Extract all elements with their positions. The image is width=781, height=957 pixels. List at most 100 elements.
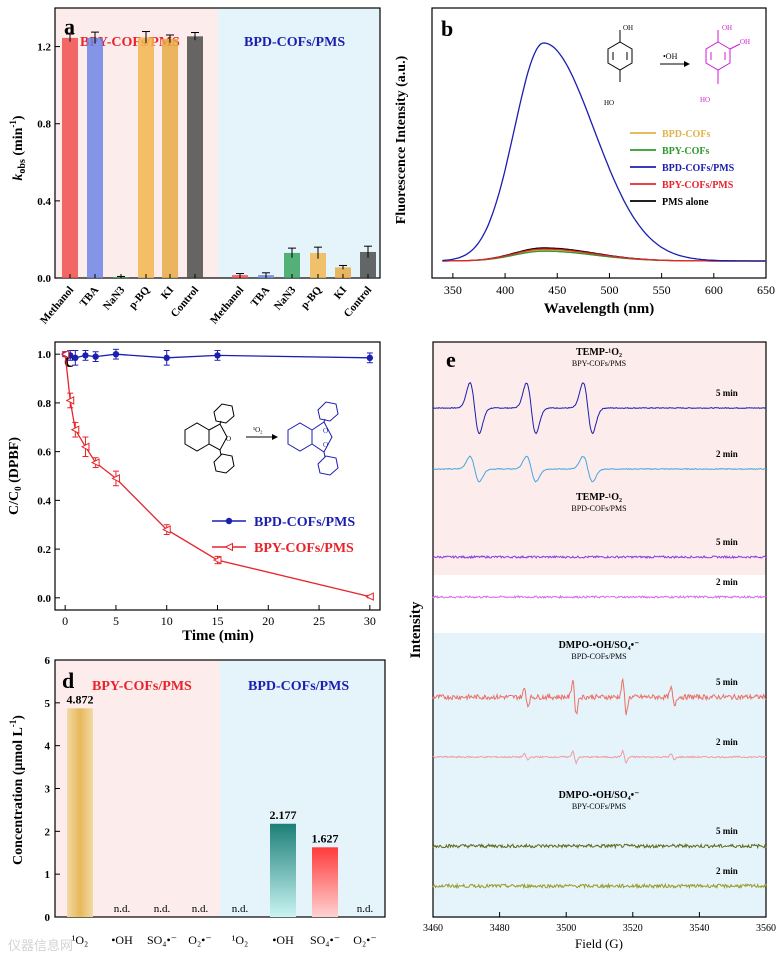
- panel-a-bg-right: [218, 8, 380, 278]
- panel-b-legend-label: BPY-COFs/PMS: [662, 180, 734, 191]
- panel-d-xtick-label: O₂•⁻: [188, 933, 211, 947]
- panel-c-xtick-label: 10: [161, 614, 173, 628]
- panel-d-bar-chart: d BPY-COFs/PMS BPD-COFs/PMS 4.872 n.d. n.d…: [8, 655, 386, 947]
- panel-e-group-subtitle: BPD-COFs/PMS: [571, 504, 626, 513]
- panel-b-series-line: [442, 42, 766, 262]
- endoperoxide-structure: [287, 401, 339, 476]
- panel-e-trace-label: 2 min: [716, 866, 738, 876]
- panel-d-group-title-1: BPY-COFs/PMS: [92, 679, 192, 694]
- panel-c-point: [366, 354, 374, 362]
- panel-c-xtick-label: 25: [313, 614, 325, 628]
- panel-a-xtick-label: TBA: [249, 284, 273, 309]
- panel-c-line-chart: c C/C0 (DPBF) Time (min) 0 5 10 15 20 25 30 0.0…: [7, 341, 381, 644]
- panel-b-series-line: [442, 250, 766, 262]
- panel-d-nd-label: n.d.: [357, 903, 374, 915]
- watermark: 仪器信息网: [8, 938, 73, 953]
- panel-c-axes: 0 5 10 15 20 25 30 0.0 0.2 0.4 0.6 0.8 1.0: [37, 349, 376, 628]
- panel-c-xtick-label: 15: [212, 614, 224, 628]
- panel-e-xtick-label: 3540: [689, 923, 709, 934]
- panel-e-ylabel: Intensity: [408, 601, 424, 658]
- panel-d-xtick-label: O₂•⁻: [353, 933, 376, 947]
- panel-c-point: [91, 458, 100, 467]
- panel-c-legend-label: BPY-COFs/PMS: [254, 541, 354, 556]
- panel-c-frame: [54, 341, 381, 611]
- panel-b-legend-label: PMS alone: [662, 197, 709, 208]
- panel-a-ytick-label: 0.4: [37, 196, 51, 208]
- dpbf-o-label: O: [226, 435, 231, 443]
- panel-e-axes: 3460 3480 3500 3520 3540 3560: [423, 912, 776, 934]
- panel-b-ylabel: Fluorescence Intensity (a.u.): [394, 55, 409, 224]
- panel-a-bar: [62, 37, 78, 279]
- panel-e-trace-label: 2 min: [716, 449, 738, 459]
- panel-e-trace: [432, 749, 767, 765]
- panel-d-ytick-label: 5: [45, 698, 51, 710]
- panel-b-legend-label: BPD-COFs/PMS: [662, 163, 735, 174]
- panel-e-trace-label: 2 min: [716, 737, 738, 747]
- panel-d-nd-label: n.d.: [232, 903, 249, 915]
- panel-e-group-title: TEMP-¹O₂: [576, 492, 622, 503]
- panel-d-nd-label: n.d.: [192, 903, 209, 915]
- panel-c-point: [212, 555, 222, 565]
- panel-d-xtick-label: •OH: [272, 933, 294, 947]
- panel-e-group-title: DMPO-•OH/SO₄•⁻: [559, 790, 640, 801]
- terephthalic-acid-structure: [607, 30, 633, 82]
- reaction-arrowhead-b: [684, 61, 690, 67]
- panel-b-legend: BPD-COFs BPY-COFs BPD-COFs/PMS BPY-COFs/PMS…: [630, 129, 735, 208]
- panel-b-xtick-label: 550: [653, 283, 671, 297]
- panel-c-point: [112, 350, 120, 358]
- endoperoxide-o1: O: [323, 427, 328, 435]
- panel-a-bar: [360, 251, 376, 278]
- panel-c-point: [92, 353, 99, 360]
- panel-d-xtick-label: ¹O₂: [72, 933, 88, 947]
- panel-a-bar: [162, 38, 178, 278]
- panel-c-point: [80, 442, 90, 452]
- panel-c-point: [60, 349, 70, 359]
- panel-c-xlabel: Time (min): [182, 628, 254, 644]
- panel-d-xtick-label: SO₄•⁻: [147, 933, 177, 947]
- panel-e-trace-label: 5 min: [716, 388, 738, 398]
- panel-b-legend-label: BPY-COFs: [662, 146, 710, 157]
- panel-c-point: [72, 354, 79, 362]
- panel-b-xlabel: Wavelength (nm): [544, 301, 654, 317]
- panel-e-xlabel: Field (G): [575, 936, 623, 951]
- panel-d-bar-value: 4.872: [67, 692, 94, 706]
- panel-e-group-title: DMPO-•OH/SO₄•⁻: [559, 640, 640, 651]
- panel-a-ytick-label: 0.0: [37, 273, 51, 285]
- panel-e-group-title: TEMP-¹O₂: [576, 347, 622, 358]
- panel-c-point: [111, 474, 120, 483]
- panel-c-xtick-label: 20: [262, 614, 274, 628]
- panel-a-xtick-label: p-BQ: [299, 284, 325, 312]
- panel-c-point: [82, 352, 89, 359]
- panel-a-ytick-label: 0.8: [37, 119, 51, 131]
- panel-d-bar: [67, 708, 93, 917]
- panel-c-ytick-label: 0.0: [37, 593, 51, 605]
- reaction-label-b: •OH: [663, 52, 678, 61]
- panel-e-xtick-label: 3560: [756, 923, 776, 934]
- panel-d-ytick-label: 0: [45, 912, 51, 924]
- panel-e-xtick-label: 3460: [423, 923, 443, 934]
- endoperoxide-o2: O: [323, 441, 328, 449]
- panel-a-bar: [138, 37, 154, 278]
- panel-c-ytick-label: 0.6: [37, 447, 51, 459]
- panel-e-group-subtitle: BPD-COFs/PMS: [571, 652, 626, 661]
- panel-d-bars: 4.872 n.d. n.d. n.d. n.d. 2.177 1.627 n.d.: [67, 692, 374, 917]
- panel-c-xtick-label: 0: [62, 614, 68, 628]
- panel-b-series-line: [442, 248, 766, 262]
- panel-a-xtick-label: NaN3: [101, 284, 128, 313]
- panel-c-legend-label: BPD-COFs/PMS: [254, 515, 355, 530]
- panel-e-trace: [432, 677, 767, 716]
- panel-d-ytick-label: 6: [45, 655, 51, 667]
- panel-c-xtick-label: 5: [113, 614, 119, 628]
- panel-c-point: [70, 425, 80, 435]
- panel-e-xtick-label: 3480: [490, 923, 510, 934]
- panel-a-xtick-label: Control: [342, 284, 375, 320]
- panel-b-frame: [431, 7, 767, 279]
- panel-e-bg-top: [433, 342, 766, 575]
- panel-e-group-subtitle: BPY-COFs/PMS: [572, 359, 626, 368]
- panel-d-ylabel: Concentration (μmol L-1): [8, 715, 26, 865]
- panel-b-xtick-label: 450: [548, 283, 566, 297]
- panel-e-trace: [432, 455, 766, 483]
- panel-a-bars: [62, 31, 376, 279]
